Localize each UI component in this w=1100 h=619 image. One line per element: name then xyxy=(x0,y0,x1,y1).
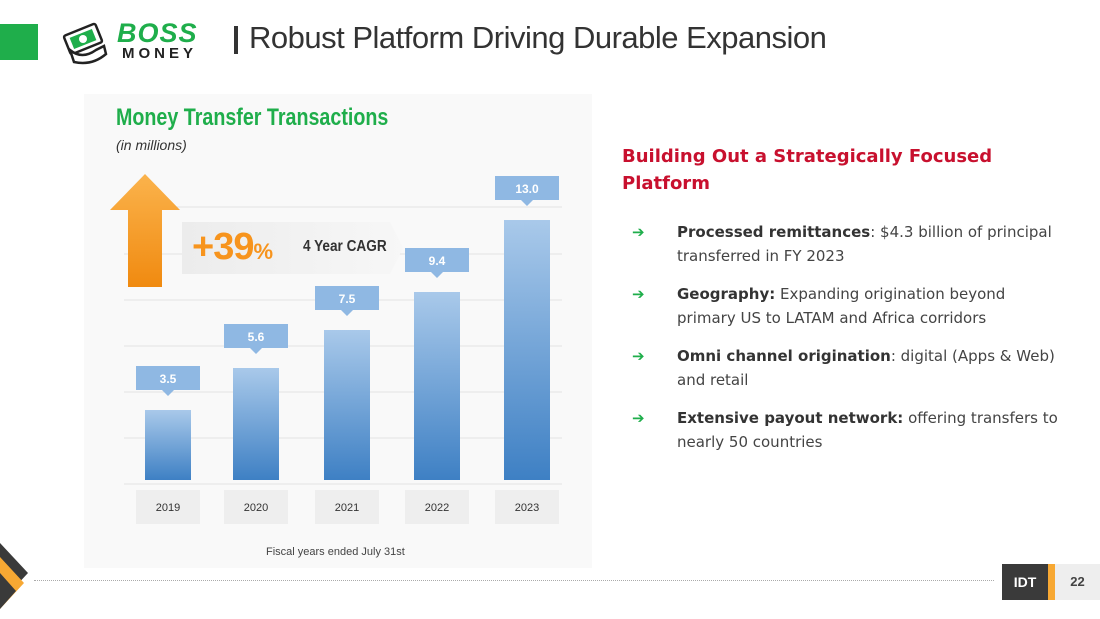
bullet-text: offering transfers to nearly 50 countrie… xyxy=(677,409,1058,451)
right-arrow-icon: ➔ xyxy=(632,223,645,241)
bullet-processed-remittances: ➔ Processed remittances: $4.3 billion of… xyxy=(632,220,1062,268)
data-label-text: 5.6 xyxy=(248,330,265,344)
green-accent-tab xyxy=(0,24,38,60)
x-tick-2023: 2023 xyxy=(515,502,539,514)
bullet-payout-network: ➔ Extensive payout network: offering tra… xyxy=(632,406,1062,454)
footer-dotted-line xyxy=(34,580,994,581)
slide-title: Robust Platform Driving Durable Expansio… xyxy=(249,20,827,55)
data-label-box xyxy=(315,286,379,316)
bullet-bold-text: Extensive payout network: xyxy=(677,409,904,427)
idt-brand-badge: IDT xyxy=(1002,564,1048,600)
x-tick-2021: 2021 xyxy=(335,502,359,514)
tick-label-bg xyxy=(315,490,379,524)
data-label-text: 3.5 xyxy=(160,372,177,386)
section-heading: Building Out a Strategically Focused Pla… xyxy=(622,146,993,194)
bullet-text: : digital (Apps & Web) and retail xyxy=(677,347,1055,389)
tick-label-bg xyxy=(224,490,288,524)
data-label-box xyxy=(495,176,559,206)
x-tick-2019: 2019 xyxy=(156,502,180,514)
cagr-percent-sign: % xyxy=(253,239,273,264)
cagr-label: 4 Year CAGR xyxy=(303,238,387,255)
data-label-2019: 3.5 xyxy=(136,366,200,396)
chevron-decoration-icon xyxy=(0,543,28,609)
tick-label-bg xyxy=(495,490,559,524)
bar-2021 xyxy=(324,330,370,480)
x-tick-2022: 2022 xyxy=(425,502,449,514)
tick-label-bg xyxy=(136,490,200,524)
page-number: 22 xyxy=(1055,564,1100,600)
data-label-box xyxy=(405,248,469,278)
x-axis-note: Fiscal years ended July 31st xyxy=(266,546,405,558)
bullet-text: : $4.3 billion of principal transferred … xyxy=(677,223,1052,265)
boss-money-logo: BOSS MONEY xyxy=(60,18,220,66)
data-label-2020: 5.6 xyxy=(224,324,288,354)
bullet-list: ➔ Processed remittances: $4.3 billion of… xyxy=(632,220,1062,468)
right-arrow-icon: ➔ xyxy=(632,285,645,303)
right-arrow-icon: ➔ xyxy=(632,347,645,365)
bullet-omni-channel: ➔ Omni channel origination: digital (App… xyxy=(632,344,1062,392)
chart-subtitle: (in millions) xyxy=(116,137,187,153)
logo-money-text: MONEY xyxy=(122,45,198,62)
bullet-geography: ➔ Geography: Expanding origination beyon… xyxy=(632,282,1062,330)
data-label-text: 9.4 xyxy=(429,254,446,268)
cagr-banner xyxy=(182,222,403,274)
data-label-2023: 13.0 xyxy=(495,176,559,206)
cagr-value: +39% xyxy=(192,226,273,269)
bullet-text: Expanding origination beyond primary US … xyxy=(677,285,1006,327)
tick-label-bg xyxy=(405,490,469,524)
logo-boss-text: BOSS xyxy=(117,18,198,48)
bar-2023 xyxy=(504,220,550,480)
data-label-text: 7.5 xyxy=(339,292,356,306)
data-label-text: 13.0 xyxy=(515,182,539,196)
bullet-bold-text: Geography: xyxy=(677,285,776,303)
data-label-2022: 9.4 xyxy=(405,248,469,278)
chart-title: Money Transfer Transactions xyxy=(116,104,389,131)
bar-2022 xyxy=(414,292,460,480)
title-divider xyxy=(234,26,238,54)
data-label-2021: 7.5 xyxy=(315,286,379,316)
growth-up-arrow xyxy=(110,174,180,287)
bullet-bold-text: Omni channel origination xyxy=(677,347,891,365)
bullet-bold-text: Processed remittances xyxy=(677,223,871,241)
money-hand-icon xyxy=(62,22,108,65)
data-label-box xyxy=(224,324,288,354)
cagr-number: +39 xyxy=(192,226,254,268)
idt-accent-stripe xyxy=(1048,564,1055,600)
data-label-box xyxy=(136,366,200,396)
x-tick-2020: 2020 xyxy=(244,502,268,514)
right-arrow-icon: ➔ xyxy=(632,409,645,427)
bar-2019 xyxy=(145,410,191,480)
bar-2020 xyxy=(233,368,279,480)
